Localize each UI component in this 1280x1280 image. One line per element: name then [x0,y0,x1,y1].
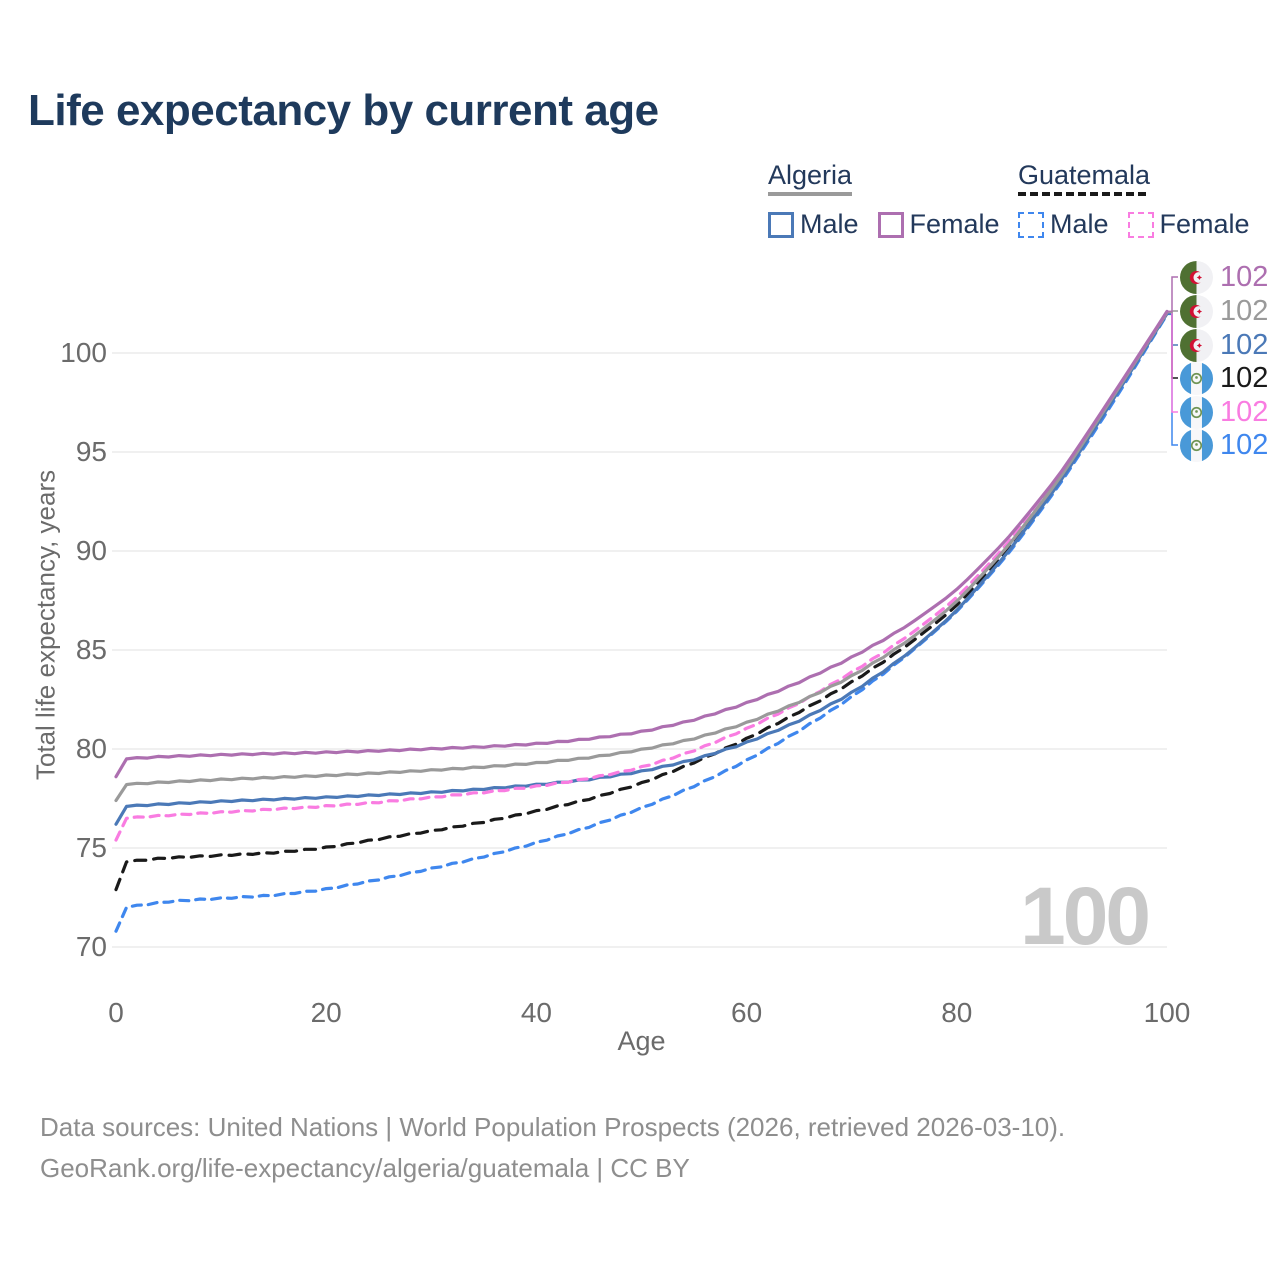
page-title: Life expectancy by current age [28,86,659,135]
series-line-guatemala-both[interactable] [114,311,1169,892]
series-line-algeria-female[interactable] [114,309,1169,779]
end-label-value: 102 [1220,395,1269,428]
end-label-value: 102 [1220,260,1269,293]
legend-country-algeria[interactable]: Algeria [768,161,1000,196]
legend-country-label-guatemala: Guatemala [1018,160,1151,190]
guatemala-flag-icon [1180,429,1213,462]
y-tick-label: 75 [76,832,107,863]
end-label-value: 102 [1220,328,1269,361]
end-label-value: 102 [1220,428,1269,461]
x-tick-label: 80 [941,997,972,1028]
series-line-guatemala-male[interactable] [114,312,1169,933]
end-label-row: 102 [1180,362,1268,395]
algeria-female-swatch-icon [877,211,904,238]
algeria-male-swatch-icon [768,211,794,238]
age-watermark: 100 [1020,871,1151,962]
algeria-line-swatch [768,192,852,196]
x-tick-label: 20 [311,997,342,1028]
series-line-algeria-male[interactable] [114,311,1169,826]
footer: Data sources: United Nations | World Pop… [40,1107,1065,1189]
legend-item-algeria-female[interactable]: Female [877,209,1000,240]
algeria-flag-icon [1180,295,1213,328]
end-label-row: 102 [1180,261,1268,294]
legend-label-guatemala-female: Female [1159,209,1250,239]
legend-group-algeria: Algeria Male Female [768,161,1000,240]
leader-line-algeria-female [1167,276,1178,313]
y-tick-label: 95 [76,436,107,467]
legend-label-algeria-female: Female [909,209,1000,239]
end-label-value: 102 [1220,361,1269,394]
legend-group-guatemala: Guatemala Male Female [1018,161,1250,240]
end-label-row: 102 [1180,396,1268,429]
algeria-flag-icon [1180,329,1213,362]
y-tick-label: 85 [76,634,107,665]
guatemala-line-swatch [1018,192,1146,196]
x-tick-label: 100 [1144,997,1191,1028]
legend-country-guatemala[interactable]: Guatemala [1018,161,1250,196]
algeria-flag-icon [1180,261,1213,294]
end-label-value: 102 [1220,294,1269,327]
y-tick-label: 80 [76,733,107,764]
x-tick-label: 40 [521,997,552,1028]
y-tick-label: 100 [60,337,107,368]
leader-line-guatemala-female [1167,311,1178,413]
end-label-row: 102 [1180,429,1268,462]
series-line-algeria-both[interactable] [114,310,1169,803]
guatemala-female-swatch-icon [1127,211,1154,238]
guatemala-flag-icon [1180,362,1213,395]
x-tick-label: 60 [731,997,762,1028]
legend-item-algeria-male[interactable]: Male [768,209,859,240]
guatemala-male-swatch-icon [1018,211,1044,238]
legend-label-algeria-male: Male [800,209,859,239]
footer-sources: Data sources: United Nations | World Pop… [40,1112,1066,1142]
y-tick-label: 70 [76,931,107,962]
footer-link: GeoRank.org/life-expectancy/algeria/guat… [40,1153,690,1183]
end-label-row: 102 [1180,295,1268,328]
legend-country-label-algeria: Algeria [768,160,853,190]
legend-item-guatemala-female[interactable]: Female [1127,209,1250,240]
legend-item-guatemala-male[interactable]: Male [1018,209,1109,240]
series-line-guatemala-female[interactable] [114,310,1169,842]
x-tick-label: 0 [108,997,124,1028]
end-label-row: 102 [1180,329,1268,362]
legend-label-guatemala-male: Male [1050,209,1109,239]
y-tick-label: 90 [76,535,107,566]
guatemala-flag-icon [1180,396,1213,429]
x-axis-title: Age [617,1026,666,1056]
